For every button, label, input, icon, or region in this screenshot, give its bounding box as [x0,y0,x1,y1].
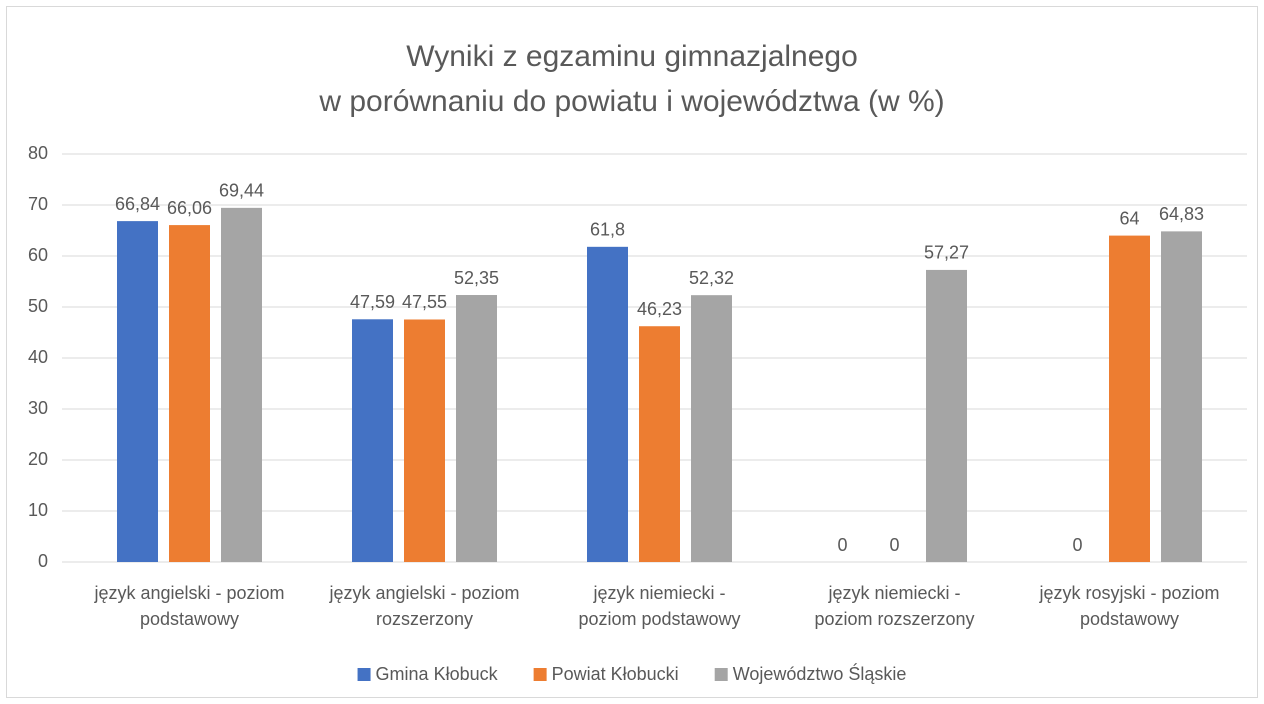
data-label: 69,44 [219,181,264,201]
y-tick-label: 10 [28,500,48,520]
data-label: 47,59 [350,292,395,312]
x-tick-label: rozszerzony [376,609,473,629]
legend-label: Gmina Kłobuck [376,664,499,684]
legend-swatch [714,668,728,681]
bar [691,295,732,562]
y-tick-label: 0 [38,551,48,571]
bar [352,319,393,562]
bar [639,326,680,562]
data-label: 64 [1119,208,1139,228]
bar [926,269,967,562]
data-label: 52,35 [454,268,499,288]
y-tick-label: 40 [28,347,48,367]
y-tick-label: 20 [28,449,48,469]
x-tick-label: język niemiecki - [827,583,960,603]
data-label: 64,83 [1159,204,1204,224]
data-label: 66,06 [167,198,212,218]
bar [404,319,445,562]
x-tick-label: podstawowy [1080,609,1179,629]
bar [1109,235,1150,562]
x-tick-label: język angielski - poziom [93,583,284,603]
x-tick-label: poziom rozszerzony [814,609,974,629]
y-tick-label: 70 [28,194,48,214]
x-tick-label: język rosyjski - poziom [1038,583,1219,603]
legend-label: Powiat Kłobucki [552,664,679,684]
bar [117,221,158,562]
chart-title: w porównaniu do powiatu i województwa (w… [318,85,944,118]
x-tick-label: poziom podstawowy [578,609,740,629]
chart-border [6,6,1258,698]
data-label: 0 [1072,535,1082,555]
bar [456,295,497,562]
y-tick-label: 30 [28,398,48,418]
bar [1161,231,1202,562]
x-tick-label: język angielski - poziom [328,583,519,603]
y-tick-label: 80 [28,143,48,163]
legend-swatch [533,668,547,681]
chart-title: Wyniki z egzaminu gimnazjalnego [406,40,858,73]
x-tick-label: podstawowy [140,609,239,629]
y-tick-label: 50 [28,296,48,316]
legend-swatch [357,668,371,681]
data-label: 46,23 [637,299,682,319]
data-label: 0 [889,535,899,555]
data-label: 52,32 [689,268,734,288]
data-label: 66,84 [115,194,160,214]
bar [169,225,210,562]
data-label: 57,27 [924,243,969,263]
bar [587,246,628,562]
bar [221,207,262,562]
data-label: 61,8 [590,220,625,240]
data-label: 0 [837,535,847,555]
legend-label: Województwo Śląskie [733,663,907,684]
x-tick-label: język niemiecki - [592,583,725,603]
data-label: 47,55 [402,292,447,312]
y-tick-label: 60 [28,245,48,265]
